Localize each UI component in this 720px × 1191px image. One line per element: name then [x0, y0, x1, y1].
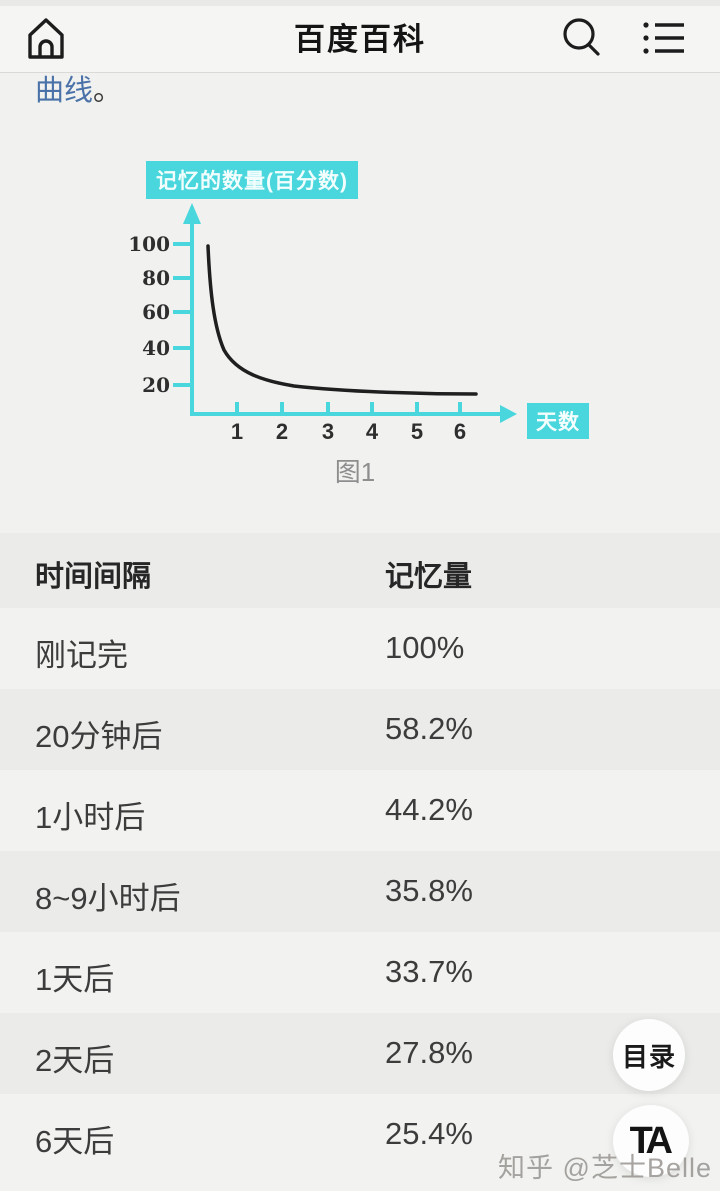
status-strip	[0, 0, 720, 6]
cell-interval: 1天后	[35, 962, 115, 997]
toc-fab-label: 目录	[621, 1041, 676, 1072]
y-axis-label-box: 记忆的数量(百分数)	[146, 161, 358, 199]
x-tick-6: 6	[453, 419, 467, 444]
cell-interval: 6天后	[35, 1124, 115, 1159]
catalog-menu-button[interactable]	[640, 14, 688, 62]
header-interval: 时间间隔	[35, 561, 152, 593]
x-tick-2: 2	[275, 419, 289, 444]
y-axis-arrow	[183, 203, 201, 224]
table-row: 6天后 25.4%	[0, 1094, 720, 1191]
cell-retention: 35.8%	[385, 873, 473, 908]
table-row: 刚记完 100%	[0, 608, 720, 689]
table-row: 8~9小时后 35.8%	[0, 851, 720, 932]
cell-interval: 刚记完	[35, 638, 128, 673]
cell-retention: 27.8%	[385, 1035, 473, 1070]
y-tick-20: 20	[142, 373, 170, 397]
toc-fab-button[interactable]: 目录	[613, 1019, 685, 1091]
table-row: 1天后 33.7%	[0, 932, 720, 1013]
table-header-row: 时间间隔 记忆量	[0, 533, 720, 608]
x-tick-1: 1	[230, 419, 244, 444]
cell-retention: 33.7%	[385, 954, 473, 989]
cell-interval: 2天后	[35, 1043, 115, 1078]
cell-interval: 1小时后	[35, 800, 146, 835]
search-icon	[563, 18, 600, 56]
cell-interval: 8~9小时后	[35, 881, 181, 916]
cell-retention: 100%	[385, 630, 465, 665]
forgetting-curve-plot	[173, 203, 517, 423]
y-tick-100: 100	[128, 232, 170, 256]
table-row: 20分钟后 58.2%	[0, 689, 720, 770]
table-row: 1小时后 44.2%	[0, 770, 720, 851]
x-tick-3: 3	[321, 419, 335, 444]
period-text: 。	[93, 75, 123, 107]
ta-fab-label: TA	[629, 1119, 673, 1162]
top-nav-bar: 百度百科	[0, 0, 720, 73]
cell-retention: 25.4%	[385, 1116, 473, 1151]
forgetting-curve-line	[206, 244, 478, 396]
zhihu-watermark: 知乎 @芝士Belle	[498, 1153, 712, 1183]
x-tick-4: 4	[365, 419, 379, 444]
ta-fab-button[interactable]: TA	[613, 1105, 689, 1177]
article-text-line: 曲线。	[35, 74, 122, 108]
home-button[interactable]	[22, 14, 70, 62]
y-tick-60: 60	[142, 300, 170, 324]
list-menu-icon	[643, 22, 684, 54]
figure-caption: 图1	[334, 457, 376, 487]
page-title: 百度百科	[294, 21, 426, 57]
home-icon	[28, 18, 64, 59]
table-row: 2天后 27.8%	[0, 1013, 720, 1094]
curve-link[interactable]: 曲线	[35, 75, 94, 107]
cell-interval: 20分钟后	[35, 719, 163, 754]
search-button[interactable]	[558, 14, 606, 62]
x-tick-5: 5	[410, 419, 424, 444]
header-retention: 记忆量	[385, 561, 473, 593]
cell-retention: 44.2%	[385, 792, 473, 827]
x-axis-arrow	[500, 405, 517, 423]
y-tick-40: 40	[142, 336, 170, 360]
cell-retention: 58.2%	[385, 711, 473, 746]
y-tick-80: 80	[142, 266, 170, 290]
x-axis-label-box: 天数	[527, 403, 589, 439]
